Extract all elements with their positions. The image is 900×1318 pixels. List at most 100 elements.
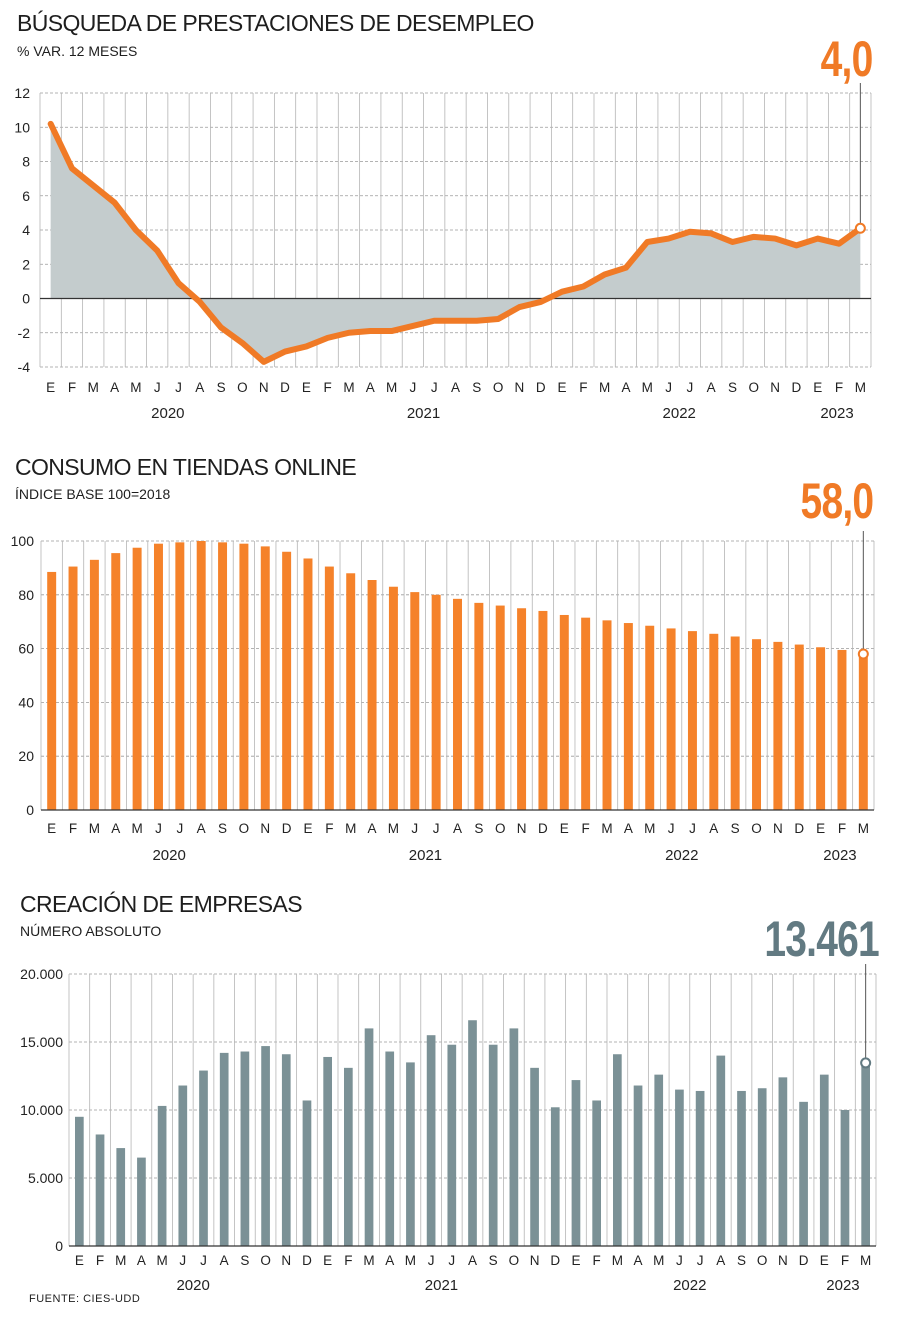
y-tick-label: 20 xyxy=(18,748,34,764)
x-tick-label: D xyxy=(280,380,290,395)
x-tick-label: M xyxy=(343,380,354,395)
x-tick-label: A xyxy=(716,1253,725,1268)
bar xyxy=(406,1062,415,1246)
x-tick-label: M xyxy=(130,380,141,395)
x-tick-label: F xyxy=(579,380,587,395)
year-label: 2020 xyxy=(152,847,185,864)
x-tick-label: E xyxy=(302,380,311,395)
bar xyxy=(218,542,228,810)
x-tick-label: N xyxy=(517,821,527,836)
bar xyxy=(737,1090,746,1246)
x-tick-label: M xyxy=(855,380,866,395)
x-tick-label: M xyxy=(131,821,142,836)
bar xyxy=(89,559,99,810)
bar xyxy=(538,610,548,810)
x-tick-label: J xyxy=(448,1253,455,1268)
chart-title: CONSUMO EN TIENDAS ONLINE xyxy=(15,454,357,480)
x-tick-label: M xyxy=(642,380,653,395)
x-tick-label: M xyxy=(644,821,655,836)
x-tick-label: F xyxy=(325,821,333,836)
x-tick-label: N xyxy=(281,1253,291,1268)
y-tick-label: 2 xyxy=(22,256,30,272)
year-label: 2021 xyxy=(409,847,442,864)
x-tick-label: E xyxy=(820,1253,829,1268)
bar xyxy=(716,1055,726,1246)
x-tick-label: S xyxy=(240,1253,249,1268)
bar xyxy=(346,573,356,810)
x-tick-label: M xyxy=(858,821,869,836)
x-tick-label: E xyxy=(323,1253,332,1268)
y-tick-label: 100 xyxy=(11,533,35,549)
x-tick-label: S xyxy=(217,380,226,395)
x-tick-label: D xyxy=(794,821,804,836)
x-tick-label: E xyxy=(303,821,312,836)
x-tick-label: D xyxy=(302,1253,312,1268)
x-tick-label: J xyxy=(697,1253,704,1268)
bar xyxy=(861,1062,870,1246)
x-tick-label: E xyxy=(571,1253,580,1268)
bar xyxy=(324,566,334,810)
x-tick-label: A xyxy=(621,380,630,395)
x-tick-label: J xyxy=(154,380,161,395)
bar xyxy=(75,1116,84,1246)
bar xyxy=(474,602,484,810)
x-tick-label: J xyxy=(689,821,696,836)
bar xyxy=(385,1051,395,1246)
x-tick-label: J xyxy=(176,821,183,836)
x-tick-label: J xyxy=(200,1253,207,1268)
x-tick-label: D xyxy=(282,821,292,836)
x-tick-label: M xyxy=(156,1253,167,1268)
y-tick-label: 0 xyxy=(22,291,30,307)
bar xyxy=(709,633,719,810)
bar xyxy=(550,1107,560,1246)
y-tick-label: -4 xyxy=(18,359,31,375)
year-label: 2021 xyxy=(407,405,440,422)
x-tick-label: F xyxy=(582,821,590,836)
bar xyxy=(633,1085,643,1246)
x-tick-label: E xyxy=(813,380,822,395)
highlight-value: 13.461 xyxy=(764,911,879,967)
highlight-value: 58,0 xyxy=(800,473,874,529)
year-label: 2022 xyxy=(665,847,698,864)
bar xyxy=(530,1067,539,1246)
bar xyxy=(613,1054,622,1246)
x-tick-label: M xyxy=(601,821,612,836)
bar xyxy=(517,608,527,810)
y-tick-label: 8 xyxy=(22,154,30,170)
bar xyxy=(468,1020,477,1246)
bar xyxy=(695,1090,705,1246)
x-tick-label: O xyxy=(493,380,504,395)
x-tick-label: S xyxy=(489,1253,498,1268)
bar xyxy=(773,641,783,810)
x-tick-label: S xyxy=(474,821,483,836)
x-tick-label: M xyxy=(89,821,100,836)
x-tick-label: A xyxy=(111,821,120,836)
x-tick-label: M xyxy=(345,821,356,836)
chart-title: BÚSQUEDA DE PRESTACIONES DE DESEMPLEO xyxy=(17,10,534,36)
last-point-marker xyxy=(857,648,869,660)
x-tick-label: M xyxy=(388,821,399,836)
x-tick-label: N xyxy=(515,380,525,395)
x-tick-label: N xyxy=(778,1253,788,1268)
x-tick-label: M xyxy=(115,1253,126,1268)
x-tick-label: M xyxy=(386,380,397,395)
chart-subtitle: ÍNDICE BASE 100=2018 xyxy=(15,486,171,502)
y-tick-label: 6 xyxy=(22,188,30,204)
bar xyxy=(157,1105,167,1246)
series-line xyxy=(47,120,864,365)
bar xyxy=(858,653,868,810)
y-tick-label: 12 xyxy=(14,85,30,101)
bar xyxy=(509,1028,519,1246)
bar xyxy=(344,1067,353,1246)
x-tick-label: F xyxy=(96,1253,104,1268)
x-tick-label: J xyxy=(410,380,417,395)
bar xyxy=(410,592,420,810)
bar xyxy=(602,620,612,810)
bar xyxy=(303,558,313,810)
bar xyxy=(730,636,740,810)
bar xyxy=(837,649,847,810)
x-tick-label: A xyxy=(385,1253,394,1268)
y-tick-label: -2 xyxy=(18,325,31,341)
x-tick-label: O xyxy=(237,380,248,395)
